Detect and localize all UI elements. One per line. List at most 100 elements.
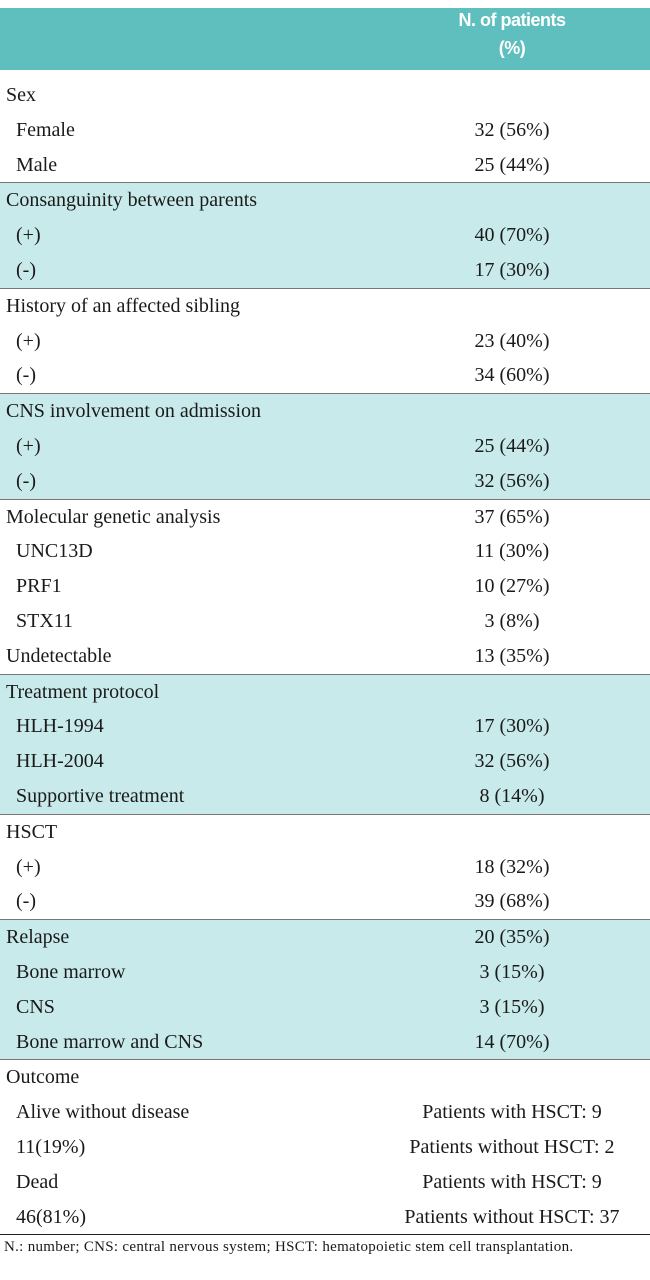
row-value: Patients without HSCT: 2 (409, 1135, 615, 1158)
table-row: History of an affected sibling (0, 289, 650, 324)
row-value: 25 (44%) (474, 434, 550, 457)
table-row: Undetectable 13 (35%) (0, 639, 650, 674)
table-row: Molecular genetic analysis 37 (65%) (0, 500, 650, 535)
table-row: UNC13D 11 (30%) (0, 534, 650, 569)
table-row: CNS 3 (15%) (0, 990, 650, 1025)
row-label: UNC13D (16, 540, 93, 563)
table-row: 11(19%) Patients without HSCT: 2 (0, 1130, 650, 1165)
table-row: (-) 17 (30%) (0, 253, 650, 288)
row-label: Supportive treatment (16, 784, 185, 807)
row-value: 11 (30%) (474, 540, 550, 563)
row-value: 18 (32%) (474, 855, 550, 878)
table-row: Alive without disease Patients with HSCT:… (0, 1095, 650, 1130)
row-label: (-) (16, 469, 36, 492)
row-label: History of an affected sibling (6, 294, 241, 317)
row-value: Patients with HSCT: 9 (422, 1170, 602, 1193)
table-row: Male 25 (44%) (0, 148, 650, 183)
table-row: 46(81%) Patients without HSCT: 37 (0, 1200, 650, 1235)
row-group: Molecular genetic analysis 37 (65%) UNC13D… (0, 500, 650, 675)
row-group: Treatment protocol HLH-1994 17 (30%) HLH-20… (0, 674, 650, 815)
row-label: (+) (16, 329, 41, 352)
table-row: Bone marrow and CNS 14 (70%) (0, 1025, 650, 1060)
table-row: CNS involvement on admission (0, 394, 650, 429)
row-value: 32 (56%) (474, 469, 550, 492)
row-label: (+) (16, 434, 41, 457)
table-row: STX11 3 (8%) (0, 604, 650, 639)
row-label: (-) (16, 890, 36, 913)
row-group: HSCT (+) 18 (32%) (-) 39 (68%) (0, 815, 650, 921)
table-row: HLH-2004 32 (56%) (0, 744, 650, 779)
row-label: Bone marrow and CNS (16, 1030, 204, 1053)
table-body: Sex Female 32 (56%) Male 25 (44%) Consanguini… (0, 78, 650, 1236)
row-label: Undetectable (6, 644, 112, 667)
table-row: Bone marrow 3 (15%) (0, 955, 650, 990)
table-row: Relapse 20 (35%) (0, 920, 650, 955)
row-label: PRF1 (16, 575, 62, 598)
header-text: N. of patients (458, 10, 566, 30)
table-row: PRF1 10 (27%) (0, 569, 650, 604)
row-value: 17 (30%) (474, 715, 550, 738)
row-label: Alive without disease (16, 1101, 190, 1124)
table-row: (-) 34 (60%) (0, 358, 650, 393)
row-label: (-) (16, 364, 36, 387)
row-label: 46(81%) (16, 1205, 86, 1228)
row-value: 32 (56%) (474, 750, 550, 773)
row-label: (-) (16, 258, 36, 281)
row-value: 25 (44%) (474, 153, 550, 176)
row-label: Treatment protocol (6, 680, 160, 703)
table-row: (+) 25 (44%) (0, 429, 650, 464)
row-label: Bone marrow (16, 960, 126, 983)
row-label: STX11 (16, 609, 74, 632)
row-group: History of an affected sibling (+) 23 (40%… (0, 289, 650, 395)
row-group: Relapse 20 (35%) Bone marrow 3 (15%) CNS 3 (1… (0, 920, 650, 1061)
row-label: Female (16, 118, 75, 141)
row-label: Molecular genetic analysis (6, 505, 221, 528)
table-row: Consanguinity between parents (0, 183, 650, 218)
row-label: Consanguinity between parents (6, 189, 258, 212)
row-label: HLH-2004 (16, 750, 104, 773)
row-group: Consanguinity between parents (+) 40 (70%)… (0, 183, 650, 289)
row-value: Patients without HSCT: 37 (404, 1205, 620, 1228)
table-row: Outcome (0, 1060, 650, 1095)
row-value: 10 (27%) (474, 575, 550, 598)
row-label: (+) (16, 855, 41, 878)
row-value: 39 (68%) (474, 890, 550, 913)
table-row: (+) 23 (40%) (0, 324, 650, 359)
row-value: Patients with HSCT: 9 (422, 1101, 602, 1124)
header-text: (%) (498, 38, 526, 58)
row-label: Dead (16, 1170, 59, 1193)
table-row: (-) 32 (56%) (0, 464, 650, 499)
row-label: HSCT (6, 820, 58, 843)
row-value: 17 (30%) (474, 258, 550, 281)
row-group: Outcome Alive without disease Patients wit… (0, 1060, 650, 1234)
row-value: 3 (8%) (484, 609, 540, 632)
table-row: Dead Patients with HSCT: 9 (0, 1165, 650, 1200)
row-value: 20 (35%) (474, 926, 550, 949)
table-row: (-) 39 (68%) (0, 884, 650, 919)
row-label: HLH-1994 (16, 715, 104, 738)
row-group: CNS involvement on admission (+) 25 (44%)(… (0, 394, 650, 500)
row-label: Sex (6, 84, 36, 106)
table-header: N. of patients (%) (0, 8, 650, 70)
row-value: 37 (65%) (474, 505, 550, 528)
row-value: 13 (35%) (474, 644, 550, 667)
table-row: HSCT (0, 815, 650, 850)
row-value: 14 (70%) (474, 1030, 550, 1053)
row-label: CNS (16, 995, 55, 1018)
row-value: 3 (15%) (479, 960, 545, 983)
row-label: Outcome (6, 1066, 80, 1089)
table-row: (+) 40 (70%) (0, 218, 650, 253)
row-label: 11(19%) (16, 1135, 86, 1158)
table-row: Treatment protocol (0, 675, 650, 710)
row-value: 32 (56%) (474, 118, 550, 141)
table-row: Supportive treatment 8 (14%) (0, 779, 650, 814)
row-group: Sex Female 32 (56%) Male 25 (44%) (0, 78, 650, 184)
table-row: Female 32 (56%) (0, 113, 650, 148)
row-value: 3 (15%) (479, 995, 545, 1018)
row-value: 8 (14%) (479, 784, 545, 807)
footnote: N.: number; CNS: central nervous system;… (4, 1239, 574, 1255)
row-value: 34 (60%) (474, 364, 550, 387)
row-label: (+) (16, 224, 41, 247)
table-row: (+) 18 (32%) (0, 850, 650, 885)
